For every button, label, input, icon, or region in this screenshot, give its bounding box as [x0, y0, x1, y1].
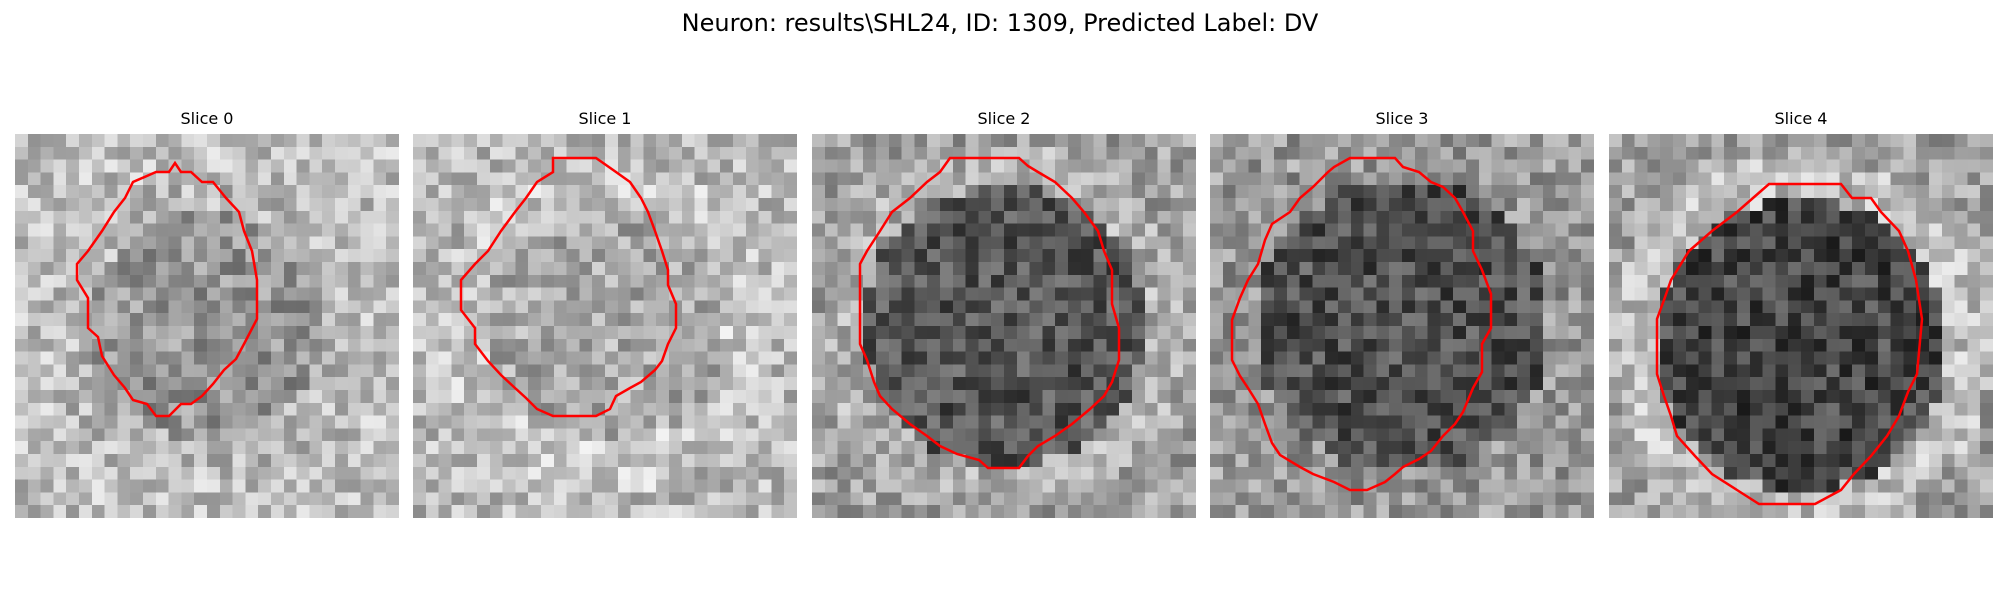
slice-image [1609, 134, 1993, 518]
slice-title: Slice 2 [977, 109, 1031, 128]
slice-image [413, 134, 797, 518]
slice-image [15, 134, 399, 518]
neuron-contour [858, 156, 1121, 470]
neuron-contour [1655, 182, 1924, 506]
neuron-contour [1230, 156, 1493, 492]
slice-title: Slice 4 [1774, 109, 1828, 128]
slice-title: Slice 3 [1375, 109, 1429, 128]
slice-title: Slice 1 [578, 109, 632, 128]
slice-image [812, 134, 1196, 518]
neuron-contour [459, 156, 678, 418]
slice-image [1210, 134, 1594, 518]
figure-title: Neuron: results\SHL24, ID: 1309, Predict… [681, 9, 1319, 37]
neuron-contour [75, 160, 259, 418]
slice-title: Slice 0 [180, 109, 234, 128]
